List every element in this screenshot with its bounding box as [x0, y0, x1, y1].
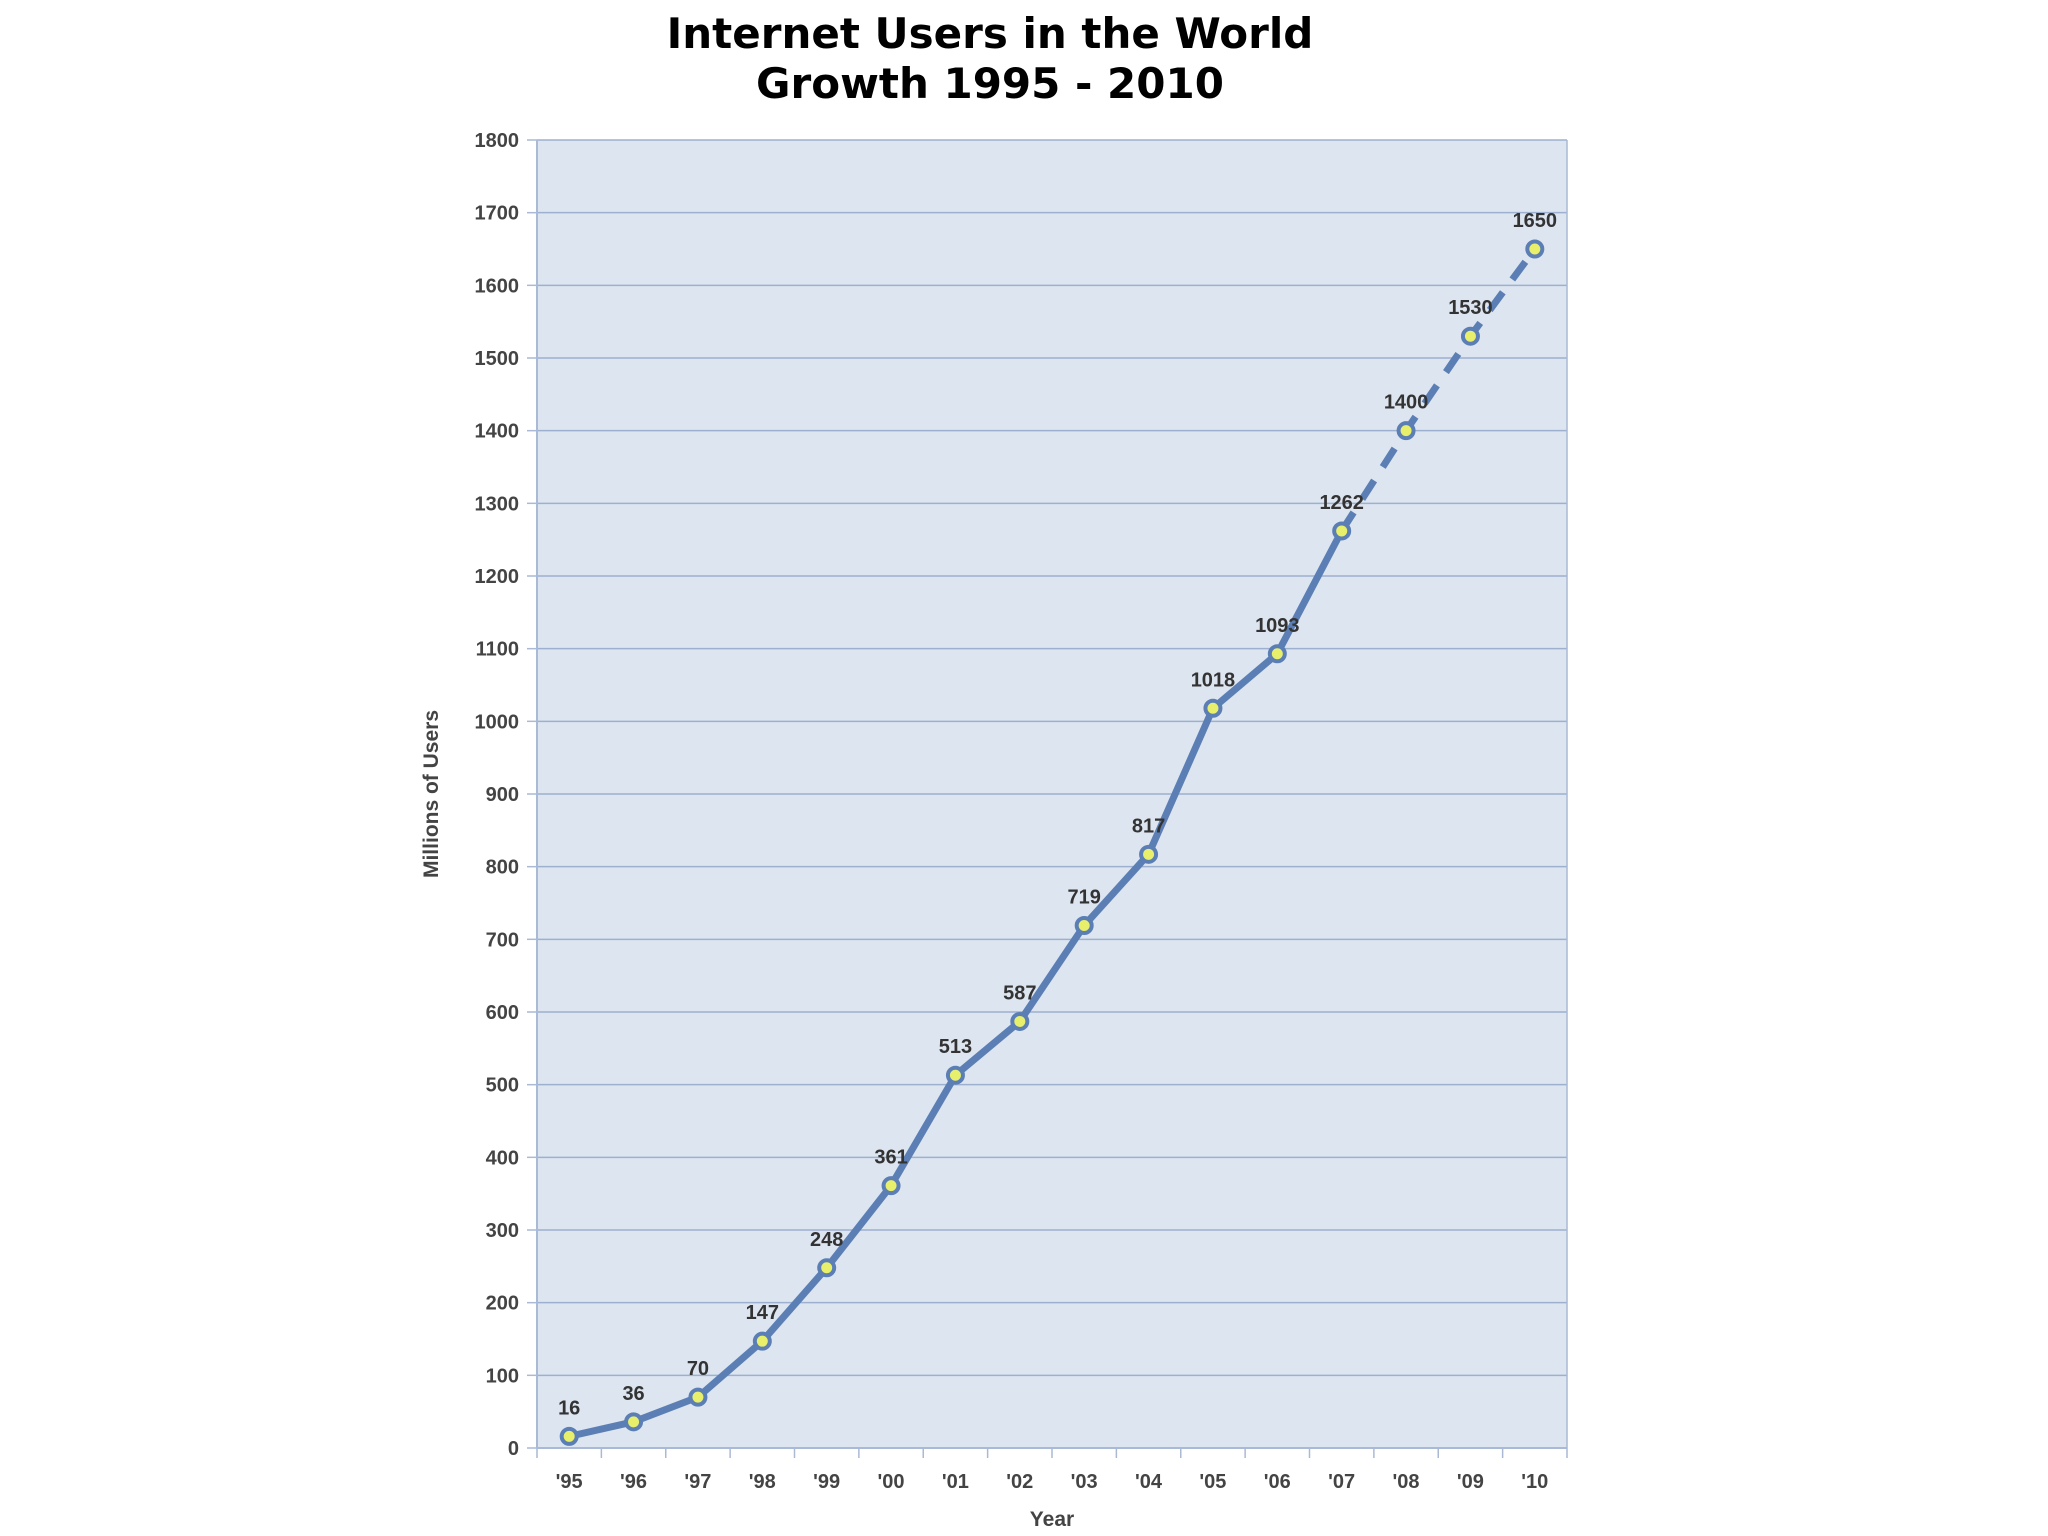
- x-tick-label: '96: [620, 1471, 647, 1493]
- data-point: [1332, 521, 1352, 541]
- x-axis-tick-labels: '95 '96 '97 '98 '99 '00 '01 '02 '03 '04 '05 '06 '07 '…: [556, 1471, 1549, 1493]
- data-labels: 16 36 70 147 248 361 513 587 719 817 1018 1093 1262 1…: [558, 210, 1557, 1419]
- data-label: 719: [1068, 887, 1101, 909]
- data-point: [624, 1412, 644, 1432]
- data-point: [1396, 421, 1416, 441]
- data-point: [1267, 644, 1287, 664]
- data-point: [881, 1176, 901, 1196]
- data-point: [1139, 844, 1159, 864]
- data-label: 817: [1132, 815, 1165, 837]
- series-line-projected: [1338, 246, 1538, 533]
- y-tick-label: 1600: [475, 275, 520, 297]
- data-label: 1093: [1255, 615, 1300, 637]
- x-tick-label: '08: [1393, 1471, 1420, 1493]
- y-tick-label: 400: [486, 1147, 519, 1169]
- data-label: 587: [1003, 982, 1036, 1004]
- data-label: 361: [874, 1147, 907, 1169]
- data-point: [817, 1258, 837, 1278]
- data-label: 1018: [1191, 669, 1236, 691]
- y-tick-label: 100: [486, 1365, 519, 1387]
- chart-subtitle: Growth 1995 - 2010: [756, 59, 1224, 108]
- data-point: [752, 1331, 772, 1351]
- y-tick-label: 900: [486, 784, 519, 806]
- data-point: [1010, 1011, 1030, 1031]
- data-label: 1530: [1448, 297, 1493, 319]
- x-tick-label: '00: [878, 1471, 905, 1493]
- data-label: 513: [939, 1036, 972, 1058]
- y-tick-label: 300: [486, 1220, 519, 1242]
- data-markers: [559, 239, 1545, 1446]
- data-label: 70: [687, 1358, 709, 1380]
- x-tick-label: '03: [1071, 1471, 1098, 1493]
- x-tick-label: '97: [684, 1471, 711, 1493]
- data-point: [1525, 239, 1545, 259]
- chart-title: Internet Users in the World: [667, 9, 1314, 58]
- x-axis-title: Year: [1030, 1508, 1074, 1531]
- axes: [536, 140, 1568, 1458]
- y-tick-label: 1700: [475, 203, 520, 225]
- data-point: [1074, 916, 1094, 936]
- x-tick-label: '10: [1521, 1471, 1548, 1493]
- data-point: [688, 1387, 708, 1407]
- data-label: 1262: [1319, 492, 1364, 514]
- y-tick-label: 1800: [475, 130, 520, 152]
- y-tick-label: 1300: [475, 493, 520, 515]
- x-tick-label: '01: [942, 1471, 969, 1493]
- y-tick-label: 600: [486, 1002, 519, 1024]
- data-point: [1460, 326, 1480, 346]
- y-axis-title: Millions of Users: [420, 710, 443, 878]
- y-tick-label: 1100: [476, 639, 519, 661]
- x-tick-label: '07: [1328, 1471, 1355, 1493]
- data-point: [945, 1065, 965, 1085]
- x-tick-label: '09: [1457, 1471, 1484, 1493]
- data-label: 16: [558, 1397, 580, 1419]
- y-tick-label: 800: [486, 857, 519, 879]
- y-tick-label: 1200: [475, 566, 520, 588]
- y-tick-label: 1400: [475, 421, 520, 443]
- x-tick-label: '98: [749, 1471, 776, 1493]
- y-tick-label: 200: [486, 1293, 519, 1315]
- x-tick-label: '95: [556, 1471, 583, 1493]
- y-axis-tick-labels: 0 100 200 300 400 500 600 700 800 900 1000 1100 1200…: [475, 130, 520, 1460]
- y-tick-label: 500: [486, 1075, 519, 1097]
- gridlines: [527, 139, 1567, 1449]
- x-tick-label: '05: [1199, 1471, 1226, 1493]
- y-tick-label: 1000: [475, 711, 520, 733]
- y-tick-label: 1500: [475, 348, 520, 370]
- data-label: 1650: [1513, 210, 1558, 232]
- data-label: 147: [746, 1302, 779, 1324]
- data-point: [559, 1426, 579, 1446]
- data-point: [1203, 698, 1223, 718]
- data-label: 36: [622, 1383, 644, 1405]
- x-tick-label: '02: [1006, 1471, 1033, 1493]
- x-tick-label: '04: [1135, 1471, 1163, 1493]
- x-tick-label: '06: [1264, 1471, 1291, 1493]
- y-tick-label: 0: [508, 1438, 519, 1460]
- data-label: 248: [810, 1229, 843, 1251]
- y-tick-label: 700: [486, 929, 519, 951]
- data-label: 1400: [1384, 392, 1429, 414]
- x-tick-label: '99: [813, 1471, 840, 1493]
